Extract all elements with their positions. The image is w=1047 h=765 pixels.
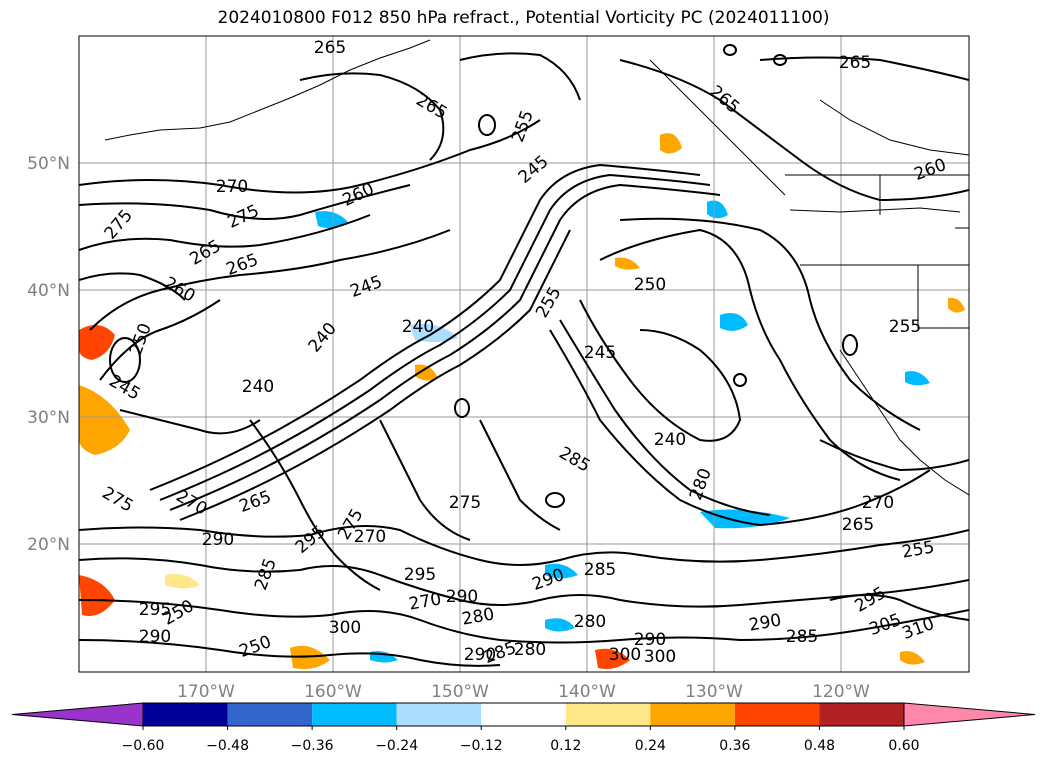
contour-value-label: 270 — [354, 527, 386, 547]
contour-value-label: 240 — [402, 317, 434, 337]
lon-label-130w: 130°W — [685, 682, 743, 702]
contour-value-label: 265 — [839, 53, 871, 73]
contour-value-label: 255 — [889, 317, 921, 337]
contour-value-label: 275 — [449, 493, 481, 513]
contour-value-label: 280 — [574, 612, 606, 632]
colorbar-outline — [142, 702, 905, 727]
contour-value-label: 285 — [584, 560, 616, 580]
colorbar-tick-label: −0.24 — [375, 738, 418, 754]
colorbar-segment — [143, 703, 228, 726]
contour-value-label: 290 — [464, 645, 496, 665]
map-area — [79, 36, 969, 672]
contour-value-label: 290 — [202, 530, 234, 550]
colorbar-segment — [481, 703, 566, 726]
colorbar-tick-label: −0.60 — [122, 738, 165, 754]
contour-value-label: 240 — [654, 430, 686, 450]
colorbar-tick-label: 0.36 — [719, 738, 750, 754]
lon-label-120w: 120°W — [812, 682, 870, 702]
contour-value-label: 270 — [216, 177, 248, 197]
colorbar-tick-label: 0.12 — [550, 738, 581, 754]
contour-value-label: 300 — [329, 618, 361, 638]
contour-value-label: 270 — [862, 493, 894, 513]
lat-label-30n: 30°N — [27, 408, 70, 428]
colorbar-extend-low — [11, 702, 144, 727]
colorbar-tick-label: −0.48 — [206, 738, 249, 754]
lon-label-160w: 160°W — [304, 682, 362, 702]
contour-value-label: 265 — [842, 515, 874, 535]
lon-label-140w: 140°W — [558, 682, 616, 702]
contour-value-label: 290 — [446, 587, 478, 607]
contour-value-label: 250 — [634, 275, 666, 295]
colorbar-segment — [227, 703, 313, 726]
contour-value-label: 240 — [242, 377, 274, 397]
colorbar-extend-high — [903, 702, 1036, 727]
closed-contours — [109, 44, 858, 508]
contour-value-label: 290 — [634, 630, 666, 650]
colorbar-tick-label: 0.24 — [635, 738, 666, 754]
colorbar-segment — [396, 703, 482, 726]
colorbar-segment — [312, 703, 397, 726]
map-title: 2024010800 F012 850 hPa refract., Potent… — [217, 8, 830, 28]
contour-value-label: 300 — [644, 647, 676, 667]
lon-label-150w: 150°W — [431, 682, 489, 702]
colorbar-segment — [565, 703, 651, 726]
contour-value-label: 280 — [514, 640, 546, 660]
colorbar-tick-label: 0.60 — [888, 738, 919, 754]
lat-label-40n: 40°N — [27, 281, 70, 301]
contour-value-label: 300 — [609, 645, 641, 665]
contour-value-label: 245 — [584, 343, 616, 363]
coastlines — [104, 39, 969, 496]
colorbar-segment — [650, 703, 735, 726]
colorbar-tick-label: −0.12 — [460, 738, 503, 754]
contour-value-label: 295 — [404, 565, 436, 585]
lon-label-170w: 170°W — [177, 682, 235, 702]
refractivity-contours — [79, 52, 969, 667]
pv-shading — [79, 133, 965, 669]
contour-value-label: 265 — [314, 38, 346, 58]
contour-value-label: 285 — [786, 627, 818, 647]
colorbar-segment — [734, 703, 820, 726]
colorbar-tick-label: 0.48 — [804, 738, 835, 754]
map-frame — [78, 35, 970, 673]
lat-label-20n: 20°N — [27, 535, 70, 555]
colorbar-tick-label: −0.36 — [291, 738, 334, 754]
lat-label-50n: 50°N — [27, 154, 70, 174]
colorbar: −0.60 −0.48 −0.36 −0.24 −0.12 0.12 0.24 0.36 0.4… — [11, 702, 1036, 754]
colorbar-segment — [819, 703, 904, 726]
contour-value-label: 295 — [139, 600, 171, 620]
contour-value-label: 290 — [139, 627, 171, 647]
